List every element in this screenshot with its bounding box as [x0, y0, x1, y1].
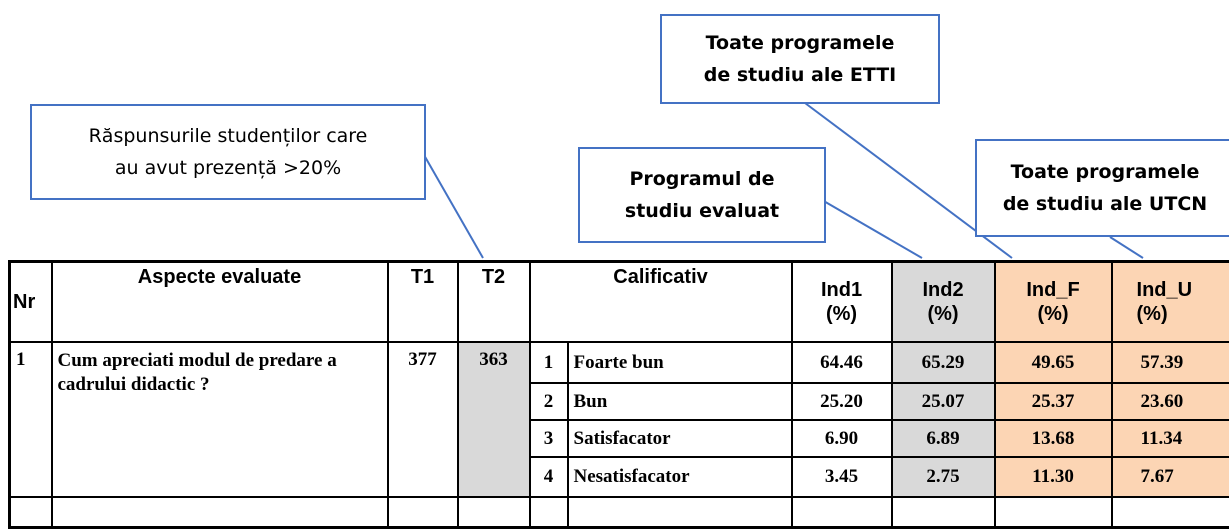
cell-ind1: 25.20 — [792, 383, 892, 420]
header-line: Ind_U — [1137, 278, 1229, 302]
results-table: Nr Aspecte evaluate T1 T2 Calificativ In… — [8, 260, 1229, 529]
cell-empty — [458, 497, 530, 527]
callout-line: de studiu ale UTCN — [1003, 188, 1207, 220]
cell-indu: 11.34 — [1112, 420, 1229, 457]
header-cell: Calificativ — [530, 262, 792, 343]
callout-line: studiu evaluat — [625, 195, 779, 227]
cell-empty — [995, 497, 1112, 527]
leader-line — [420, 148, 483, 258]
cell-empty — [892, 497, 995, 527]
header-line: Ind1 — [798, 278, 886, 302]
callout-line: de studiu ale ETTI — [704, 59, 897, 91]
header-cell: T1 — [388, 262, 458, 343]
header-line: (%) — [1137, 302, 1229, 326]
page: Răspunsurile studenților care au avut pr… — [0, 0, 1229, 507]
header-cell: Ind1(%) — [792, 262, 892, 343]
header-line: (%) — [898, 302, 989, 326]
cell-ind1: 3.45 — [792, 457, 892, 497]
cell-indu: 23.60 — [1112, 383, 1229, 420]
cell-rating: Bun — [568, 383, 792, 420]
cell-ind1: 6.90 — [792, 420, 892, 457]
header-line: (%) — [1001, 302, 1106, 326]
leader-line — [1110, 237, 1143, 258]
cell-indf: 11.30 — [995, 457, 1112, 497]
cell-ind1: 64.46 — [792, 342, 892, 383]
cell-rating-nr: 3 — [530, 420, 568, 457]
header-cell: Aspecte evaluate — [52, 262, 388, 343]
cell-rating: Foarte bun — [568, 342, 792, 383]
cell-rating: Nesatisfacator — [568, 457, 792, 497]
cell-t2: 363 — [458, 342, 530, 497]
header-row: Nr Aspecte evaluate T1 T2 Calificativ In… — [10, 262, 1229, 343]
cell-empty — [52, 497, 388, 527]
cell-empty — [792, 497, 892, 527]
header-cell: Ind2(%) — [892, 262, 995, 343]
callout: Răspunsurile studenților care au avut pr… — [30, 104, 426, 200]
callout-line: au avut prezență >20% — [115, 152, 341, 184]
cell-rating-nr: 2 — [530, 383, 568, 420]
callout: Programul de studiu evaluat — [578, 147, 826, 243]
callout-line: Toate programele — [1011, 156, 1200, 188]
cell-rating: Satisfacator — [568, 420, 792, 457]
cell-ind2: 6.89 — [892, 420, 995, 457]
callout-line: Răspunsurile studenților care — [89, 120, 368, 152]
cell-ind2: 65.29 — [892, 342, 995, 383]
callout: Toate programele de studiu ale UTCN — [975, 139, 1229, 237]
cell-indu: 7.67 — [1112, 457, 1229, 497]
cell-indu: 57.39 — [1112, 342, 1229, 383]
header-line: (%) — [798, 302, 886, 326]
cell-ind2: 25.07 — [892, 383, 995, 420]
cell-indf: 49.65 — [995, 342, 1112, 383]
cell-indf: 25.37 — [995, 383, 1112, 420]
cell-indf: 13.68 — [995, 420, 1112, 457]
cell-empty — [568, 497, 792, 527]
leader-line — [822, 200, 922, 258]
header-cell: Nr — [10, 262, 52, 343]
cell-empty — [10, 497, 52, 527]
header-line: Ind_F — [1001, 278, 1106, 302]
cell-empty — [1112, 497, 1229, 527]
cell-rating-nr: 4 — [530, 457, 568, 497]
cell-empty — [388, 497, 458, 527]
cell-t1: 377 — [388, 342, 458, 497]
cell-ind2: 2.75 — [892, 457, 995, 497]
callout-line: Toate programele — [706, 27, 895, 59]
cell-aspect: Cum apreciati modul de predare a cadrulu… — [52, 342, 388, 497]
header-cell: T2 — [458, 262, 530, 343]
header-cell: Ind_F(%) — [995, 262, 1112, 343]
cell-nr: 1 — [10, 342, 52, 497]
header-cell: Ind_U(%) — [1112, 262, 1229, 343]
cell-rating-nr: 1 — [530, 342, 568, 383]
callout: Toate programele de studiu ale ETTI — [660, 14, 940, 104]
callout-line: Programul de — [629, 163, 774, 195]
cell-empty — [530, 497, 568, 527]
header-line: Ind2 — [898, 278, 989, 302]
table-row-stub — [10, 497, 1229, 527]
